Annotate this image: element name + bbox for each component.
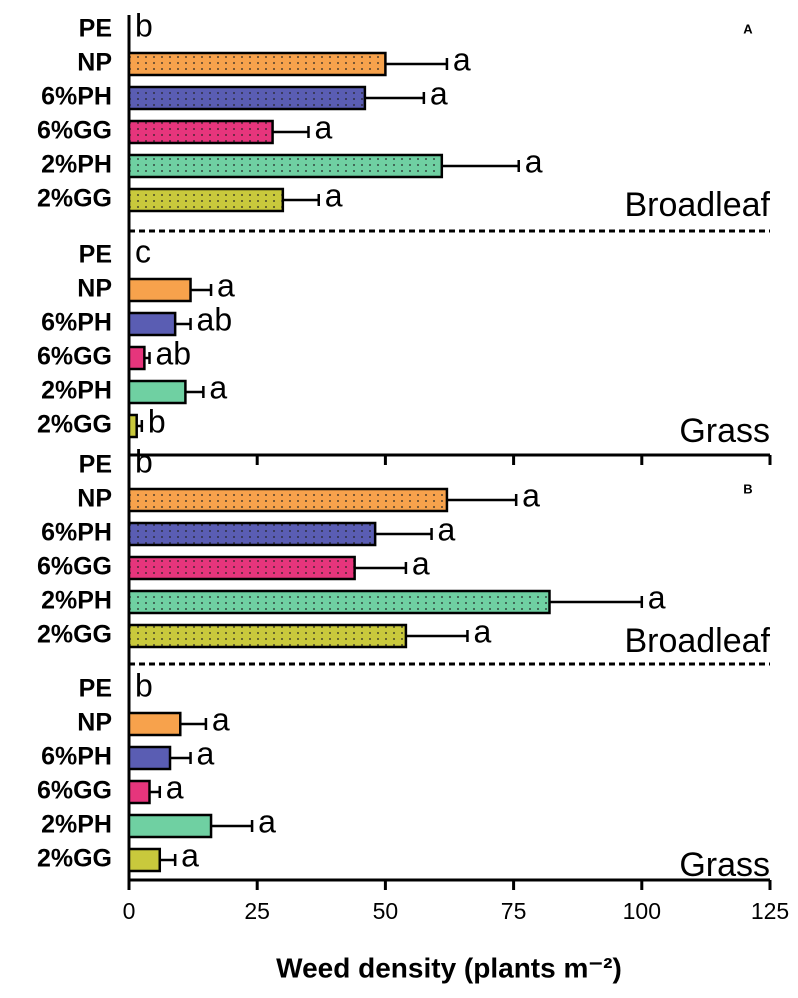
- bar: [127, 711, 182, 737]
- significance-letter: a: [522, 477, 540, 513]
- bar: [127, 153, 444, 179]
- category-label: PE: [79, 451, 112, 479]
- category-label: 2%PH: [41, 377, 112, 405]
- category-label: NP: [77, 275, 112, 303]
- category-label: 6%GG: [37, 343, 112, 371]
- significance-letter: a: [325, 177, 343, 213]
- category-label: NP: [77, 49, 112, 77]
- significance-letter: a: [166, 769, 184, 805]
- category-label: 6%GG: [37, 777, 112, 805]
- category-label: 2%PH: [41, 811, 112, 839]
- significance-letter: b: [148, 403, 166, 439]
- category-label: NP: [77, 485, 112, 513]
- category-label: PE: [79, 241, 112, 269]
- bar: [127, 487, 449, 513]
- category-label: 2%PH: [41, 151, 112, 179]
- panel-label: B: [743, 481, 752, 496]
- category-label: 6%PH: [41, 309, 112, 337]
- bar: [127, 277, 192, 303]
- bar: [127, 413, 138, 439]
- x-tick-label: 50: [373, 898, 399, 924]
- x-tick-label: 100: [623, 898, 661, 924]
- significance-letter: a: [197, 735, 215, 771]
- category-label: 2%GG: [37, 621, 112, 649]
- significance-letter: ab: [156, 335, 192, 371]
- bar: [127, 345, 146, 371]
- significance-letter: a: [430, 75, 448, 111]
- significance-letter: a: [209, 369, 227, 405]
- bar: [127, 119, 274, 145]
- category-label: 2%GG: [37, 411, 112, 439]
- significance-letter: a: [181, 837, 199, 873]
- category-label: PE: [79, 675, 112, 703]
- significance-letter: a: [525, 143, 543, 179]
- bar: [127, 847, 162, 873]
- significance-letter: b: [135, 443, 153, 479]
- significance-letter: a: [453, 41, 471, 77]
- bar: [127, 589, 551, 615]
- group-label: Grass: [679, 846, 770, 884]
- significance-letter: b: [135, 667, 153, 703]
- group-label: Broadleaf: [624, 186, 770, 224]
- significance-letter: a: [648, 579, 666, 615]
- significance-letter: a: [438, 511, 456, 547]
- significance-letter: a: [212, 701, 230, 737]
- significance-letter: b: [135, 7, 153, 43]
- bar: [127, 311, 177, 337]
- group-label: Grass: [679, 412, 770, 450]
- significance-letter: a: [412, 545, 430, 581]
- significance-letter: a: [473, 613, 491, 649]
- category-label: 6%GG: [37, 553, 112, 581]
- bar: [127, 521, 377, 547]
- x-tick-label: 0: [123, 898, 136, 924]
- significance-letter: a: [314, 109, 332, 145]
- significance-letter: a: [217, 267, 235, 303]
- category-label: 2%PH: [41, 587, 112, 615]
- bar: [127, 555, 356, 581]
- x-tick-label: 75: [501, 898, 527, 924]
- category-label: 6%PH: [41, 83, 112, 111]
- group-label: Broadleaf: [624, 622, 770, 660]
- significance-letter: c: [135, 233, 151, 269]
- category-label: 6%PH: [41, 743, 112, 771]
- bar: [127, 779, 151, 805]
- bar: [127, 745, 172, 771]
- bar: [127, 379, 187, 405]
- x-tick-label: 125: [751, 898, 789, 924]
- bar: [127, 187, 285, 213]
- category-label: 6%PH: [41, 519, 112, 547]
- category-label: 2%GG: [37, 185, 112, 213]
- bar: [127, 623, 408, 649]
- category-label: 6%GG: [37, 117, 112, 145]
- significance-letter: ab: [197, 301, 233, 337]
- bar: [127, 85, 367, 111]
- category-label: NP: [77, 709, 112, 737]
- significance-letter: a: [258, 803, 276, 839]
- bar: [127, 813, 213, 839]
- x-tick-label: 25: [244, 898, 270, 924]
- category-label: PE: [79, 15, 112, 43]
- bar: [127, 51, 387, 77]
- panel-label: A: [743, 21, 753, 36]
- category-label: 2%GG: [37, 845, 112, 873]
- x-axis-label: Weed density (plants m⁻²): [276, 952, 622, 983]
